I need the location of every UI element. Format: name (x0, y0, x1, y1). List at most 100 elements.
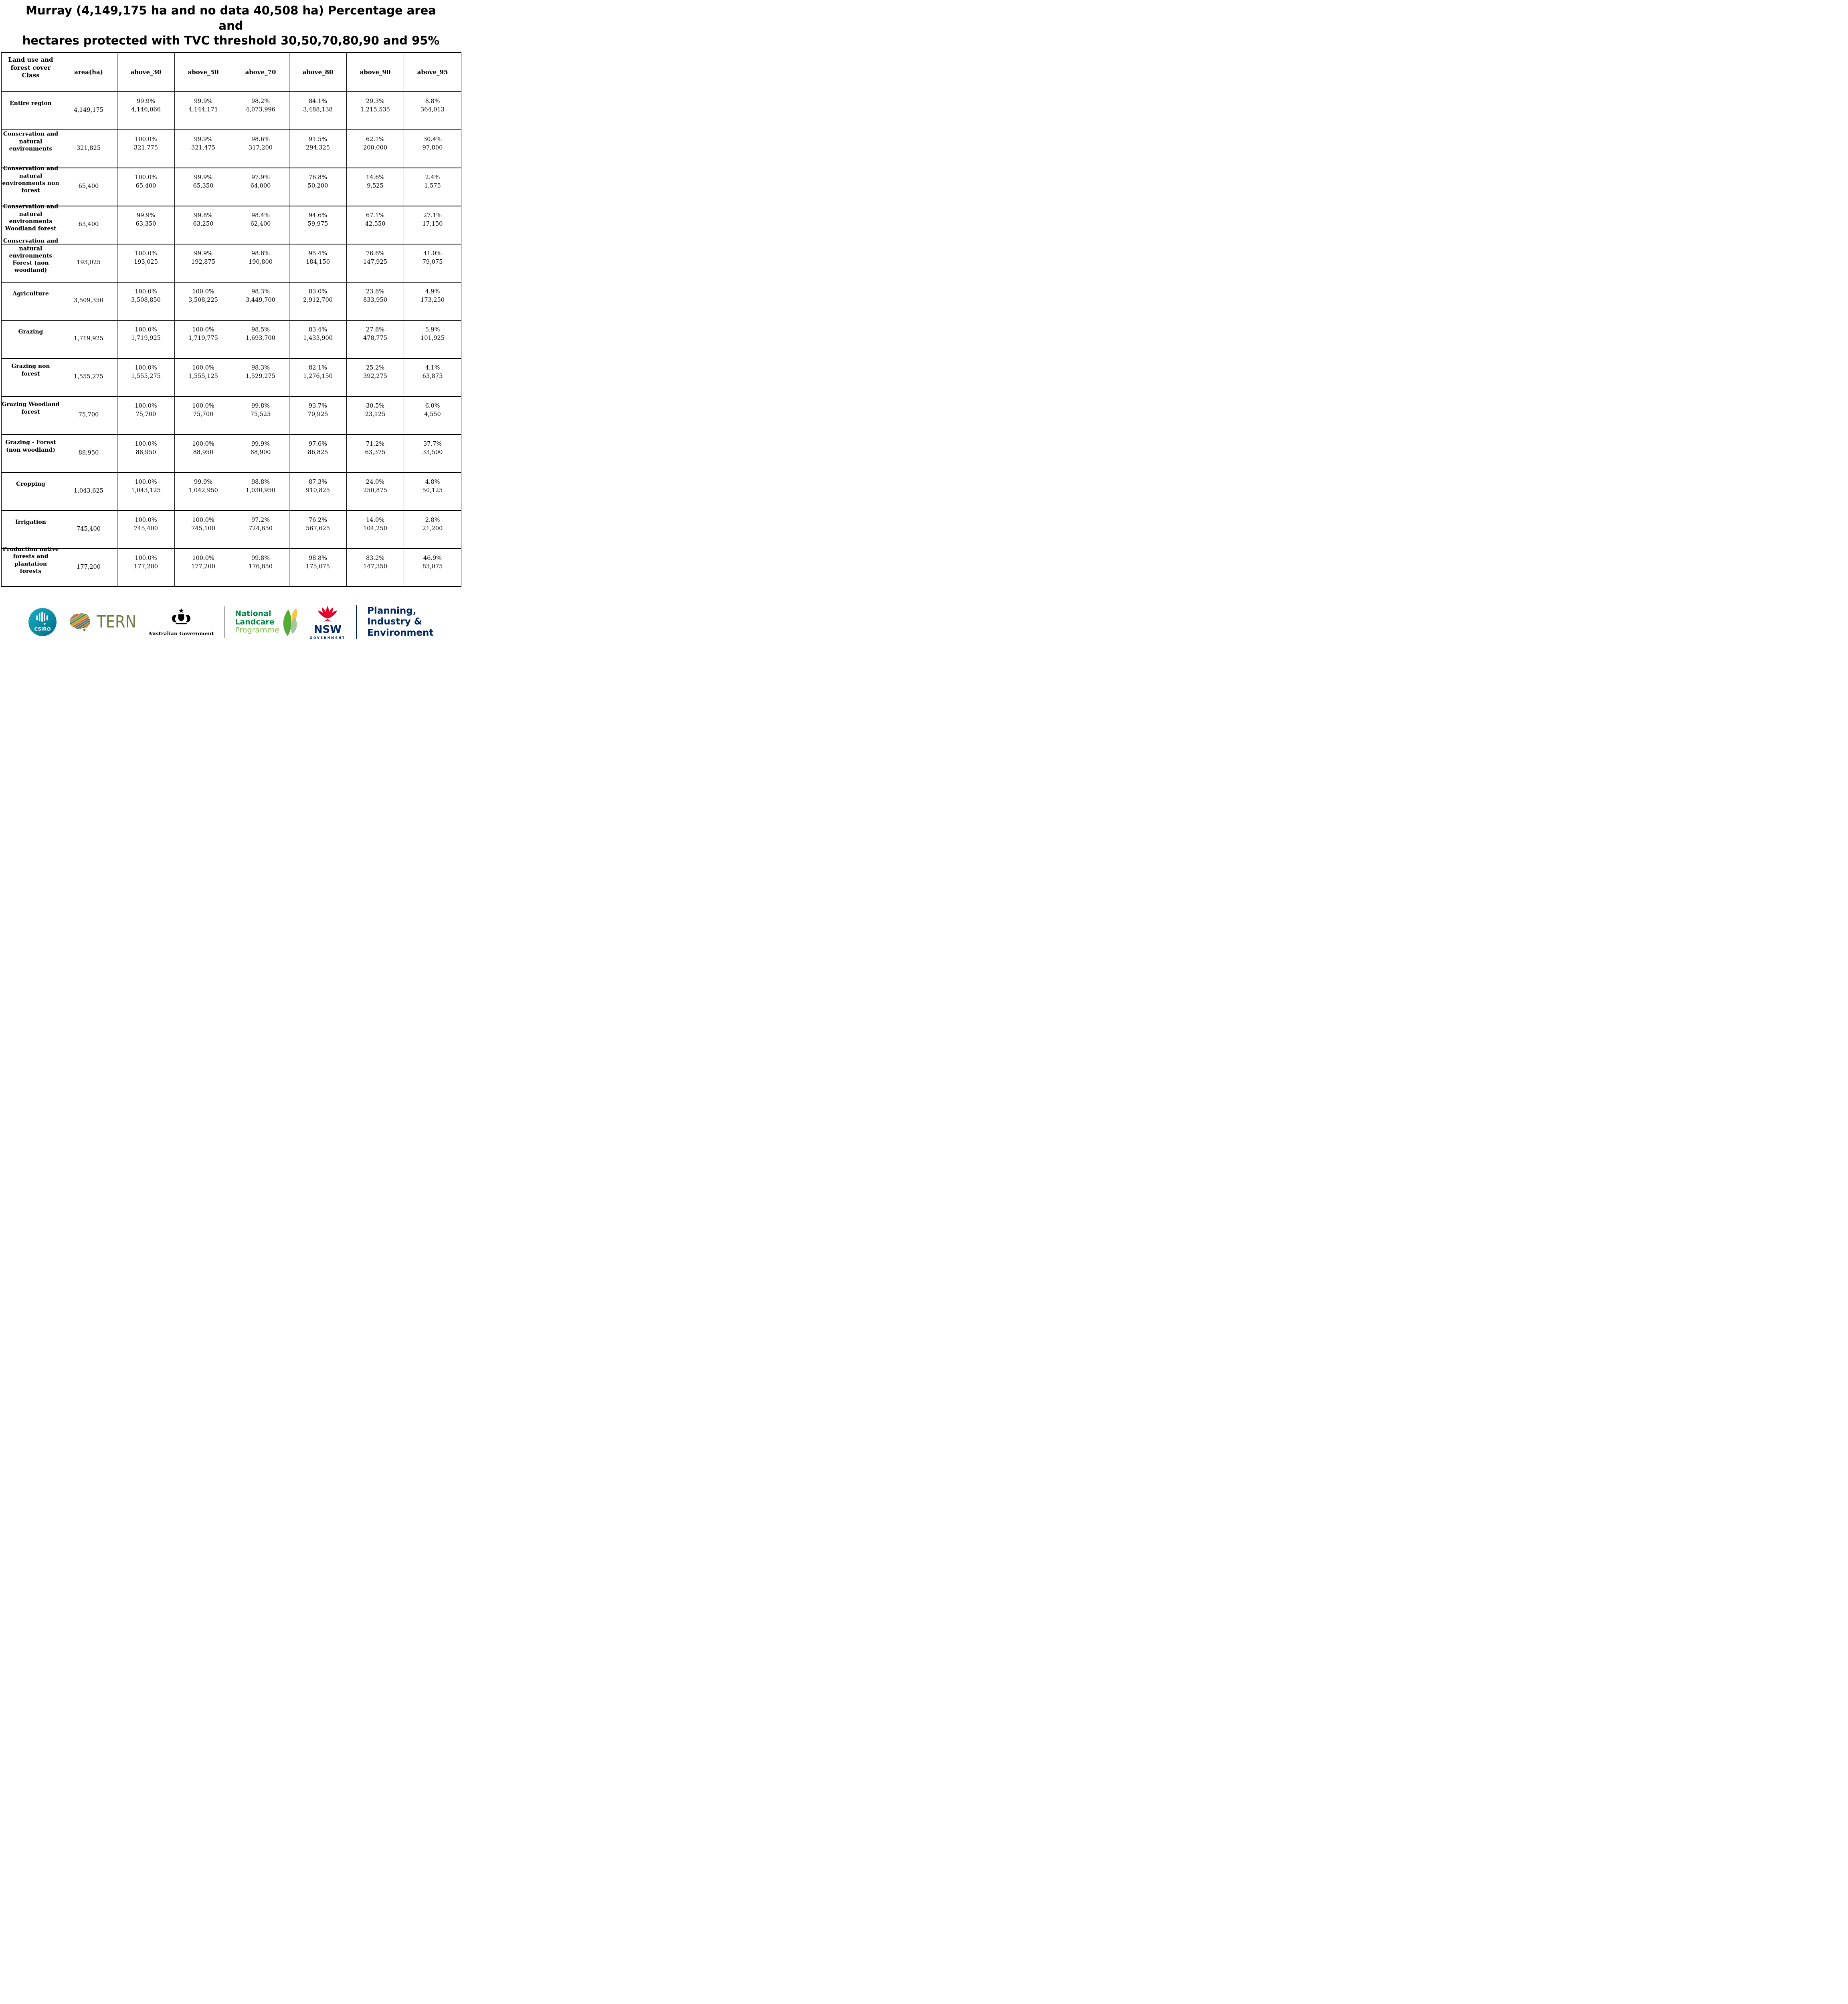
hectares-value: 65,350 (193, 183, 214, 190)
col-header-above-80: above_80 (289, 52, 347, 92)
percent-value: 24.0% (366, 479, 385, 485)
hectares-value: 833,950 (363, 297, 387, 304)
percent-value: 76.6% (366, 250, 385, 257)
landuse-class-label: Conservation and natural environments Woodl… (3, 204, 59, 232)
percent-value: 46.9% (423, 555, 442, 562)
percent-value: 98.8% (308, 555, 328, 562)
percent-value: 83.0% (308, 288, 328, 295)
landuse-class-cell: Conservation and natural environments (1, 129, 60, 168)
threshold-cell: 87.3% 910,825 (289, 472, 347, 511)
landuse-class-cell: Agriculture (1, 282, 60, 320)
partner-logos-strip: CSIRO (0, 604, 462, 640)
threshold-cell: 99.8% 75,525 (232, 396, 289, 434)
area-value: 3,509,350 (74, 297, 103, 304)
hectares-value: 101,925 (421, 335, 445, 342)
threshold-cell: 99.9% 4,144,171 (174, 91, 232, 130)
hectares-value: 62,400 (250, 221, 271, 228)
percent-value: 99.8% (251, 402, 270, 409)
percent-value: 98.4% (251, 212, 270, 219)
threshold-cell: 37.7% 33,500 (404, 434, 461, 473)
hectares-value: 176,850 (249, 564, 273, 570)
threshold-cell: 98.4% 62,400 (232, 206, 289, 244)
col-header-above-95: above_95 (404, 52, 461, 92)
area-cell: 193,025 (60, 244, 117, 282)
hectares-value: 4,550 (424, 411, 441, 418)
threshold-cell: 98.5% 1,693,700 (232, 320, 289, 358)
threshold-cell: 98.8% 190,800 (232, 244, 289, 282)
hectares-value: 364,013 (421, 107, 445, 113)
threshold-cell: 99.9% 192,875 (174, 244, 232, 282)
threshold-cell: 100.0% 177,200 (117, 548, 175, 587)
percent-value: 100.0% (135, 136, 157, 143)
threshold-cell: 100.0% 745,400 (117, 510, 175, 549)
percent-value: 100.0% (135, 479, 157, 485)
hectares-value: 250,875 (363, 487, 387, 494)
percent-value: 83.4% (308, 326, 328, 333)
hectares-value: 1,555,275 (131, 373, 161, 380)
page-title-line1: Murray (4,149,175 ha and no data 40,508 … (26, 4, 436, 32)
landuse-class-label: Agriculture (12, 291, 49, 297)
area-cell: 4,149,175 (60, 91, 117, 130)
landuse-class-label: Conservation and natural environments (3, 131, 59, 152)
area-value: 4,149,175 (74, 107, 103, 113)
landuse-class-cell: Grazing - Forest (non woodland) (1, 434, 60, 473)
hectares-value: 63,875 (422, 373, 443, 380)
hectares-value: 75,700 (135, 411, 156, 418)
col-header-above-50: above_50 (174, 52, 232, 92)
area-value: 65,400 (78, 183, 99, 190)
hectares-value: 79,075 (422, 259, 443, 266)
percent-value: 100.0% (192, 326, 214, 333)
nsw-label: NSW (313, 624, 342, 636)
table-row: Irrigation 745,400 100.0% 745,400 100.0% 7… (1, 510, 461, 549)
area-cell: 1,555,275 (60, 358, 117, 396)
area-value: 321,825 (77, 145, 101, 152)
hectares-value: 724,650 (249, 525, 273, 532)
table-row: Cropping 1,043,625 100.0% 1,043,125 99.9%… (1, 472, 461, 511)
threshold-cell: 99.9% 88,900 (232, 434, 289, 473)
threshold-cell: 27.8% 478,775 (346, 320, 404, 358)
area-cell: 177,200 (60, 548, 117, 587)
landuse-class-label: Grazing Woodland forest (2, 401, 60, 415)
area-value: 63,400 (78, 221, 99, 228)
landuse-class-label: Conservation and natural environments non f… (2, 166, 59, 194)
threshold-cell: 100.0% 1,555,275 (117, 358, 175, 396)
percent-value: 27.1% (423, 212, 442, 219)
percent-value: 100.0% (135, 364, 157, 371)
percent-value: 99.9% (194, 174, 213, 181)
threshold-cell: 94.6% 59,975 (289, 206, 347, 244)
threshold-cell: 97.9% 64,000 (232, 168, 289, 206)
percent-value: 30.4% (423, 136, 442, 143)
area-cell: 745,400 (60, 510, 117, 549)
hectares-value: 86,825 (307, 449, 328, 456)
table-row: Conservation and natural environments Fores… (1, 238, 461, 282)
planning-industry-environment-logo: Planning, Industry & Environment (367, 606, 433, 638)
area-value: 1,719,925 (74, 335, 103, 342)
percent-value: 100.0% (135, 250, 157, 257)
table-row: Conservation and natural environments non f… (1, 166, 461, 206)
threshold-cell: 100.0% 1,719,925 (117, 320, 175, 358)
landuse-class-cell: Production native forests and plantation fo… (1, 546, 60, 587)
percent-value: 100.0% (135, 326, 157, 333)
percent-value: 2.8% (425, 517, 440, 523)
landuse-class-label: Entire region (10, 100, 52, 107)
col-header-above-30: above_30 (117, 52, 175, 92)
hectares-value: 192,875 (191, 259, 215, 266)
percent-value: 99.9% (194, 136, 213, 143)
threshold-cell: 100.0% 745,100 (174, 510, 232, 549)
percent-value: 97.6% (308, 440, 328, 447)
landuse-class-label: Grazing - Forest (non woodland) (5, 439, 56, 453)
percent-value: 100.0% (192, 288, 214, 295)
hectares-value: 910,825 (306, 487, 330, 494)
percent-value: 91.5% (308, 136, 328, 143)
area-value: 88,950 (78, 449, 99, 456)
hectares-value: 177,200 (134, 564, 158, 570)
threshold-cell: 99.9% 65,350 (174, 168, 232, 206)
threshold-cell: 46.9% 83,075 (404, 548, 461, 587)
threshold-cell: 91.5% 294,325 (289, 129, 347, 168)
percent-value: 99.9% (251, 440, 270, 447)
percent-value: 100.0% (135, 555, 157, 562)
landuse-class-cell: Conservation and natural environments Fores… (1, 238, 60, 282)
threshold-cell: 62.1% 200,000 (346, 129, 404, 168)
percent-value: 25.2% (366, 364, 385, 371)
threshold-cell: 8.8% 364,013 (404, 91, 461, 130)
